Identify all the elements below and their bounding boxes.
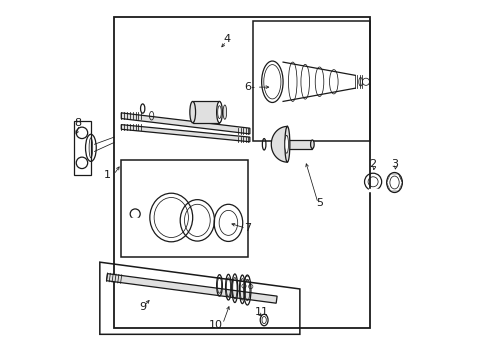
Text: 11: 11 <box>255 307 269 317</box>
Polygon shape <box>121 113 249 134</box>
Text: 4: 4 <box>223 34 230 44</box>
Text: 10: 10 <box>209 320 223 330</box>
Ellipse shape <box>310 140 313 149</box>
Ellipse shape <box>285 135 288 153</box>
Bar <box>253 21 369 141</box>
Text: 7: 7 <box>244 223 251 233</box>
Text: 1: 1 <box>103 170 110 180</box>
Polygon shape <box>271 126 287 162</box>
Bar <box>121 160 247 257</box>
Polygon shape <box>121 125 249 142</box>
Polygon shape <box>192 102 219 123</box>
Text: 5: 5 <box>315 198 322 208</box>
Text: 6-: 6- <box>244 82 255 92</box>
Bar <box>114 18 369 328</box>
Ellipse shape <box>217 106 221 118</box>
Polygon shape <box>106 274 277 303</box>
Text: 2: 2 <box>369 159 376 169</box>
Text: 3: 3 <box>390 159 397 169</box>
Ellipse shape <box>285 126 289 162</box>
Polygon shape <box>287 140 312 149</box>
Ellipse shape <box>189 102 195 123</box>
Ellipse shape <box>223 105 226 119</box>
Ellipse shape <box>216 102 222 123</box>
Text: 8: 8 <box>74 118 81 128</box>
Bar <box>74 121 91 175</box>
Text: 9: 9 <box>139 302 146 312</box>
